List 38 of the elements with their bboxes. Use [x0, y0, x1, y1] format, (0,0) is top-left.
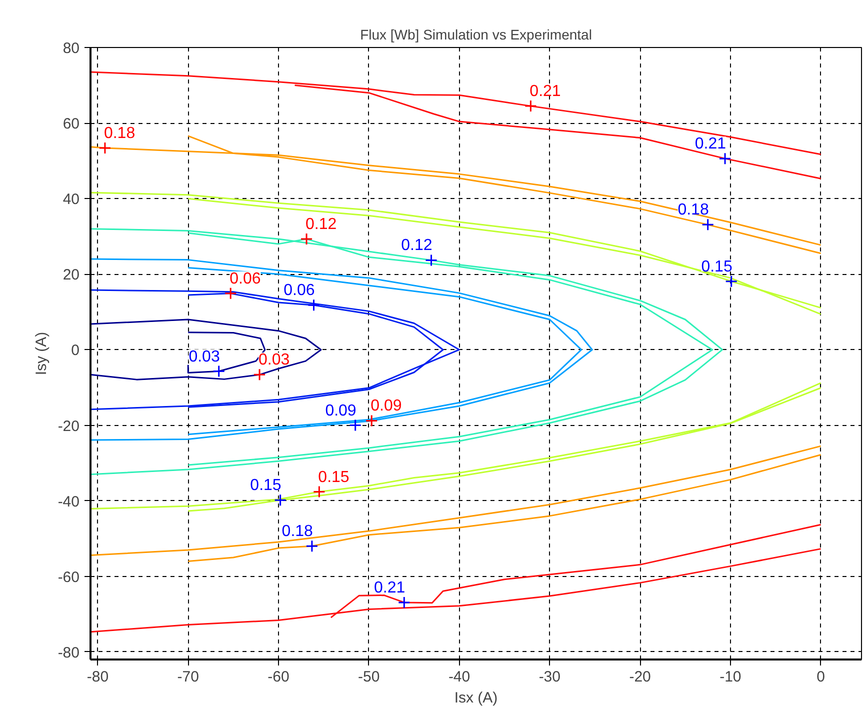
annotation: 0.21	[694, 136, 726, 153]
annotation: 0.03	[188, 348, 220, 366]
x-tick-label: -10	[720, 668, 742, 686]
annotation: 0.15	[318, 468, 350, 486]
annotation: 0.21	[374, 579, 406, 596]
annotation: 0.18	[282, 523, 314, 540]
chart-title: Flux [Wb] Simulation vs Experimental	[360, 26, 592, 42]
annotation: 0.15	[701, 258, 732, 276]
annotation: 0.18	[678, 202, 709, 219]
y-tick-label: -20	[58, 418, 80, 435]
annotation: 0.03	[258, 352, 290, 369]
annotation: 0.09	[325, 402, 356, 420]
annotation: 0.18	[104, 124, 136, 142]
annotation: 0.12	[401, 237, 432, 254]
x-tick-label: -70	[177, 668, 199, 686]
y-tick-label: 60	[62, 116, 80, 133]
annotation: 0.06	[230, 270, 261, 288]
y-tick-label: 0	[71, 342, 80, 360]
x-tick-label: -20	[629, 668, 651, 686]
x-tick-label: 0	[816, 668, 825, 686]
x-tick-label: -40	[448, 668, 470, 686]
annotation: 0.12	[306, 216, 337, 234]
annotation: 0.06	[284, 282, 315, 300]
annotation: 0.09	[370, 398, 402, 415]
y-tick-label: -60	[58, 568, 80, 586]
y-tick-label: -80	[58, 644, 80, 662]
annotation: 0.15	[250, 477, 282, 494]
x-tick-label: -60	[268, 668, 290, 686]
x-tick-label: -80	[86, 668, 109, 686]
annotation: 0.21	[530, 83, 561, 100]
x-tick-label: -50	[358, 668, 380, 686]
y-tick-label: 40	[62, 191, 80, 208]
y-tick-label: 80	[62, 40, 80, 57]
y-tick-label: 20	[62, 266, 80, 284]
y-axis-title: Isy (A)	[32, 332, 50, 376]
y-tick-label: -40	[58, 493, 80, 510]
x-axis-title: Isx (A)	[454, 690, 498, 706]
x-tick-label: -30	[538, 668, 561, 686]
